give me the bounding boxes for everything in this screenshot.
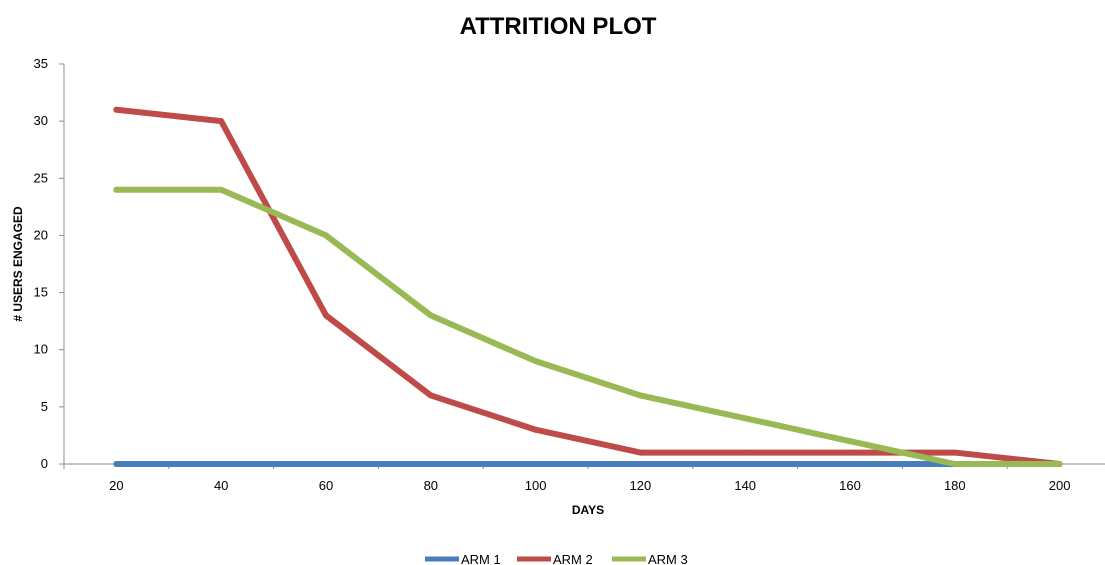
y-tick-label: 25	[34, 170, 48, 185]
chart-title: ATTRITION PLOT	[460, 13, 657, 40]
data-point-arm-3	[951, 461, 958, 467]
data-point-arm-1	[323, 461, 329, 467]
axes: 0 5 10 15 20 25 30 35 20 40 60 80 100 120 140 160 180 200	[34, 56, 1105, 493]
x-tick-label: 160	[839, 478, 861, 493]
data-point-arm-2	[218, 118, 225, 125]
legend-label-arm-2: ARM 2	[553, 552, 593, 565]
data-point-arm-1	[113, 461, 120, 467]
y-tick-label: 15	[34, 285, 48, 300]
data-point-arm-1	[532, 461, 539, 467]
data-point-arm-3	[637, 392, 644, 399]
data-point-arm-2	[113, 106, 120, 113]
data-point-arm-1	[427, 461, 434, 467]
data-point-arm-2	[742, 449, 749, 456]
series-line-arm-3	[113, 186, 1063, 467]
x-tick-label: 20	[109, 478, 123, 493]
y-tick-label: 10	[34, 342, 48, 357]
x-tick-label: 100	[525, 478, 547, 493]
y-tick-label: 35	[34, 56, 48, 71]
data-point-arm-2	[532, 426, 539, 433]
x-tick-label: 120	[630, 478, 652, 493]
data-point-arm-3	[742, 415, 749, 422]
data-point-arm-3	[323, 232, 329, 239]
y-axis-title: # USERS ENGAGED	[11, 206, 25, 322]
data-point-arm-2	[427, 392, 434, 399]
data-point-arm-1	[847, 461, 853, 467]
data-point-arm-2	[951, 449, 958, 456]
series-group	[113, 106, 1063, 467]
x-tick-label: 60	[319, 478, 333, 493]
data-point-arm-3	[1056, 461, 1063, 467]
x-tick-label: 80	[424, 478, 438, 493]
series-line-arm-2	[113, 106, 1063, 467]
x-tick-label: 200	[1049, 478, 1071, 493]
data-point-arm-2	[847, 449, 853, 456]
legend-label-arm-1: ARM 1	[461, 552, 501, 565]
data-point-arm-2	[637, 449, 644, 456]
data-point-arm-1	[637, 461, 644, 467]
data-point-arm-2	[323, 312, 329, 319]
legend: ARM 1 ARM 2 ARM 3	[425, 552, 688, 565]
x-tick-label: 140	[734, 478, 756, 493]
y-tick-label: 20	[34, 227, 48, 242]
data-point-arm-3	[113, 186, 120, 193]
data-point-arm-3	[847, 438, 853, 445]
data-point-arm-1	[742, 461, 749, 467]
y-tick-label: 0	[41, 456, 48, 471]
x-tick-label: 180	[944, 478, 966, 493]
legend-label-arm-3: ARM 3	[648, 552, 688, 565]
y-tick-label: 30	[34, 113, 48, 128]
data-point-arm-3	[532, 358, 539, 365]
y-tick-label: 5	[41, 399, 48, 414]
x-axis-title: DAYS	[572, 503, 604, 517]
data-point-arm-1	[218, 461, 225, 467]
data-point-arm-3	[218, 186, 225, 193]
x-tick-label: 40	[214, 478, 228, 493]
data-point-arm-3	[427, 312, 434, 319]
